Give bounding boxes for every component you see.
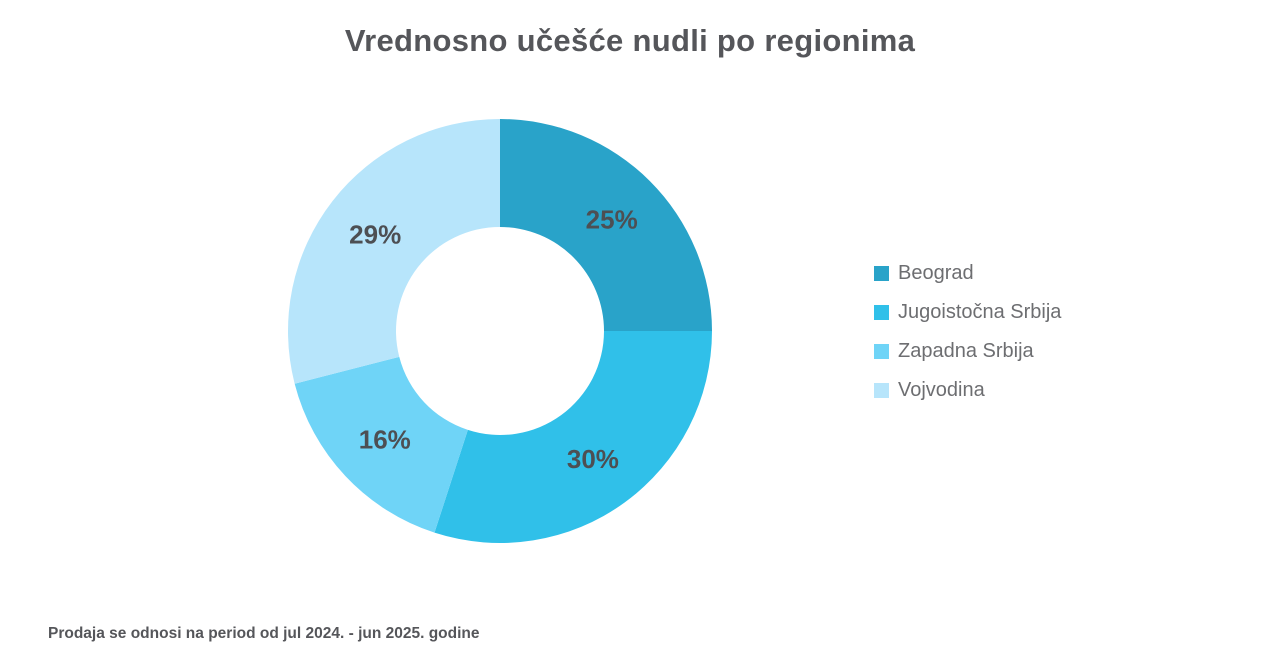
legend-item-label: Beograd xyxy=(898,261,974,284)
legend-item-label: Vojvodina xyxy=(898,378,985,401)
legend-item-zapadna-srbija: Zapadna Srbija xyxy=(874,340,1061,362)
legend-item-vojvodina: Vojvodina xyxy=(874,379,1061,401)
legend-swatch-icon xyxy=(874,304,889,320)
chart-legend: Beograd Jugoistočna Srbija Zapadna Srbij… xyxy=(874,262,1061,401)
legend-item-beograd: Beograd xyxy=(874,262,1061,284)
segment-value-label-vojvodina: 29% xyxy=(349,220,401,250)
segment-value-label-jugoistocna-srbija: 30% xyxy=(567,444,619,474)
legend-swatch-icon xyxy=(874,265,889,281)
legend-swatch-icon xyxy=(874,382,889,398)
legend-item-label: Zapadna Srbija xyxy=(898,339,1034,362)
segment-value-label-zapadna-srbija: 16% xyxy=(359,425,411,455)
donut-segment-beograd xyxy=(500,119,712,331)
legend-swatch-icon xyxy=(874,343,889,359)
segment-value-label-beograd: 25% xyxy=(586,205,638,235)
donut-segment-zapadna-srbija xyxy=(294,356,468,533)
legend-item-jugoistocna-srbija: Jugoistočna Srbija xyxy=(874,301,1061,323)
donut-segment-jugoistocna-srbija xyxy=(434,331,712,543)
chart-title: Vrednosno učešće nudli po regionima xyxy=(344,23,916,58)
legend-item-label: Jugoistočna Srbija xyxy=(898,300,1062,323)
donut-segment-vojvodina xyxy=(288,119,500,384)
footnote: Prodaja se odnosi na period od jul 2024.… xyxy=(48,625,480,642)
